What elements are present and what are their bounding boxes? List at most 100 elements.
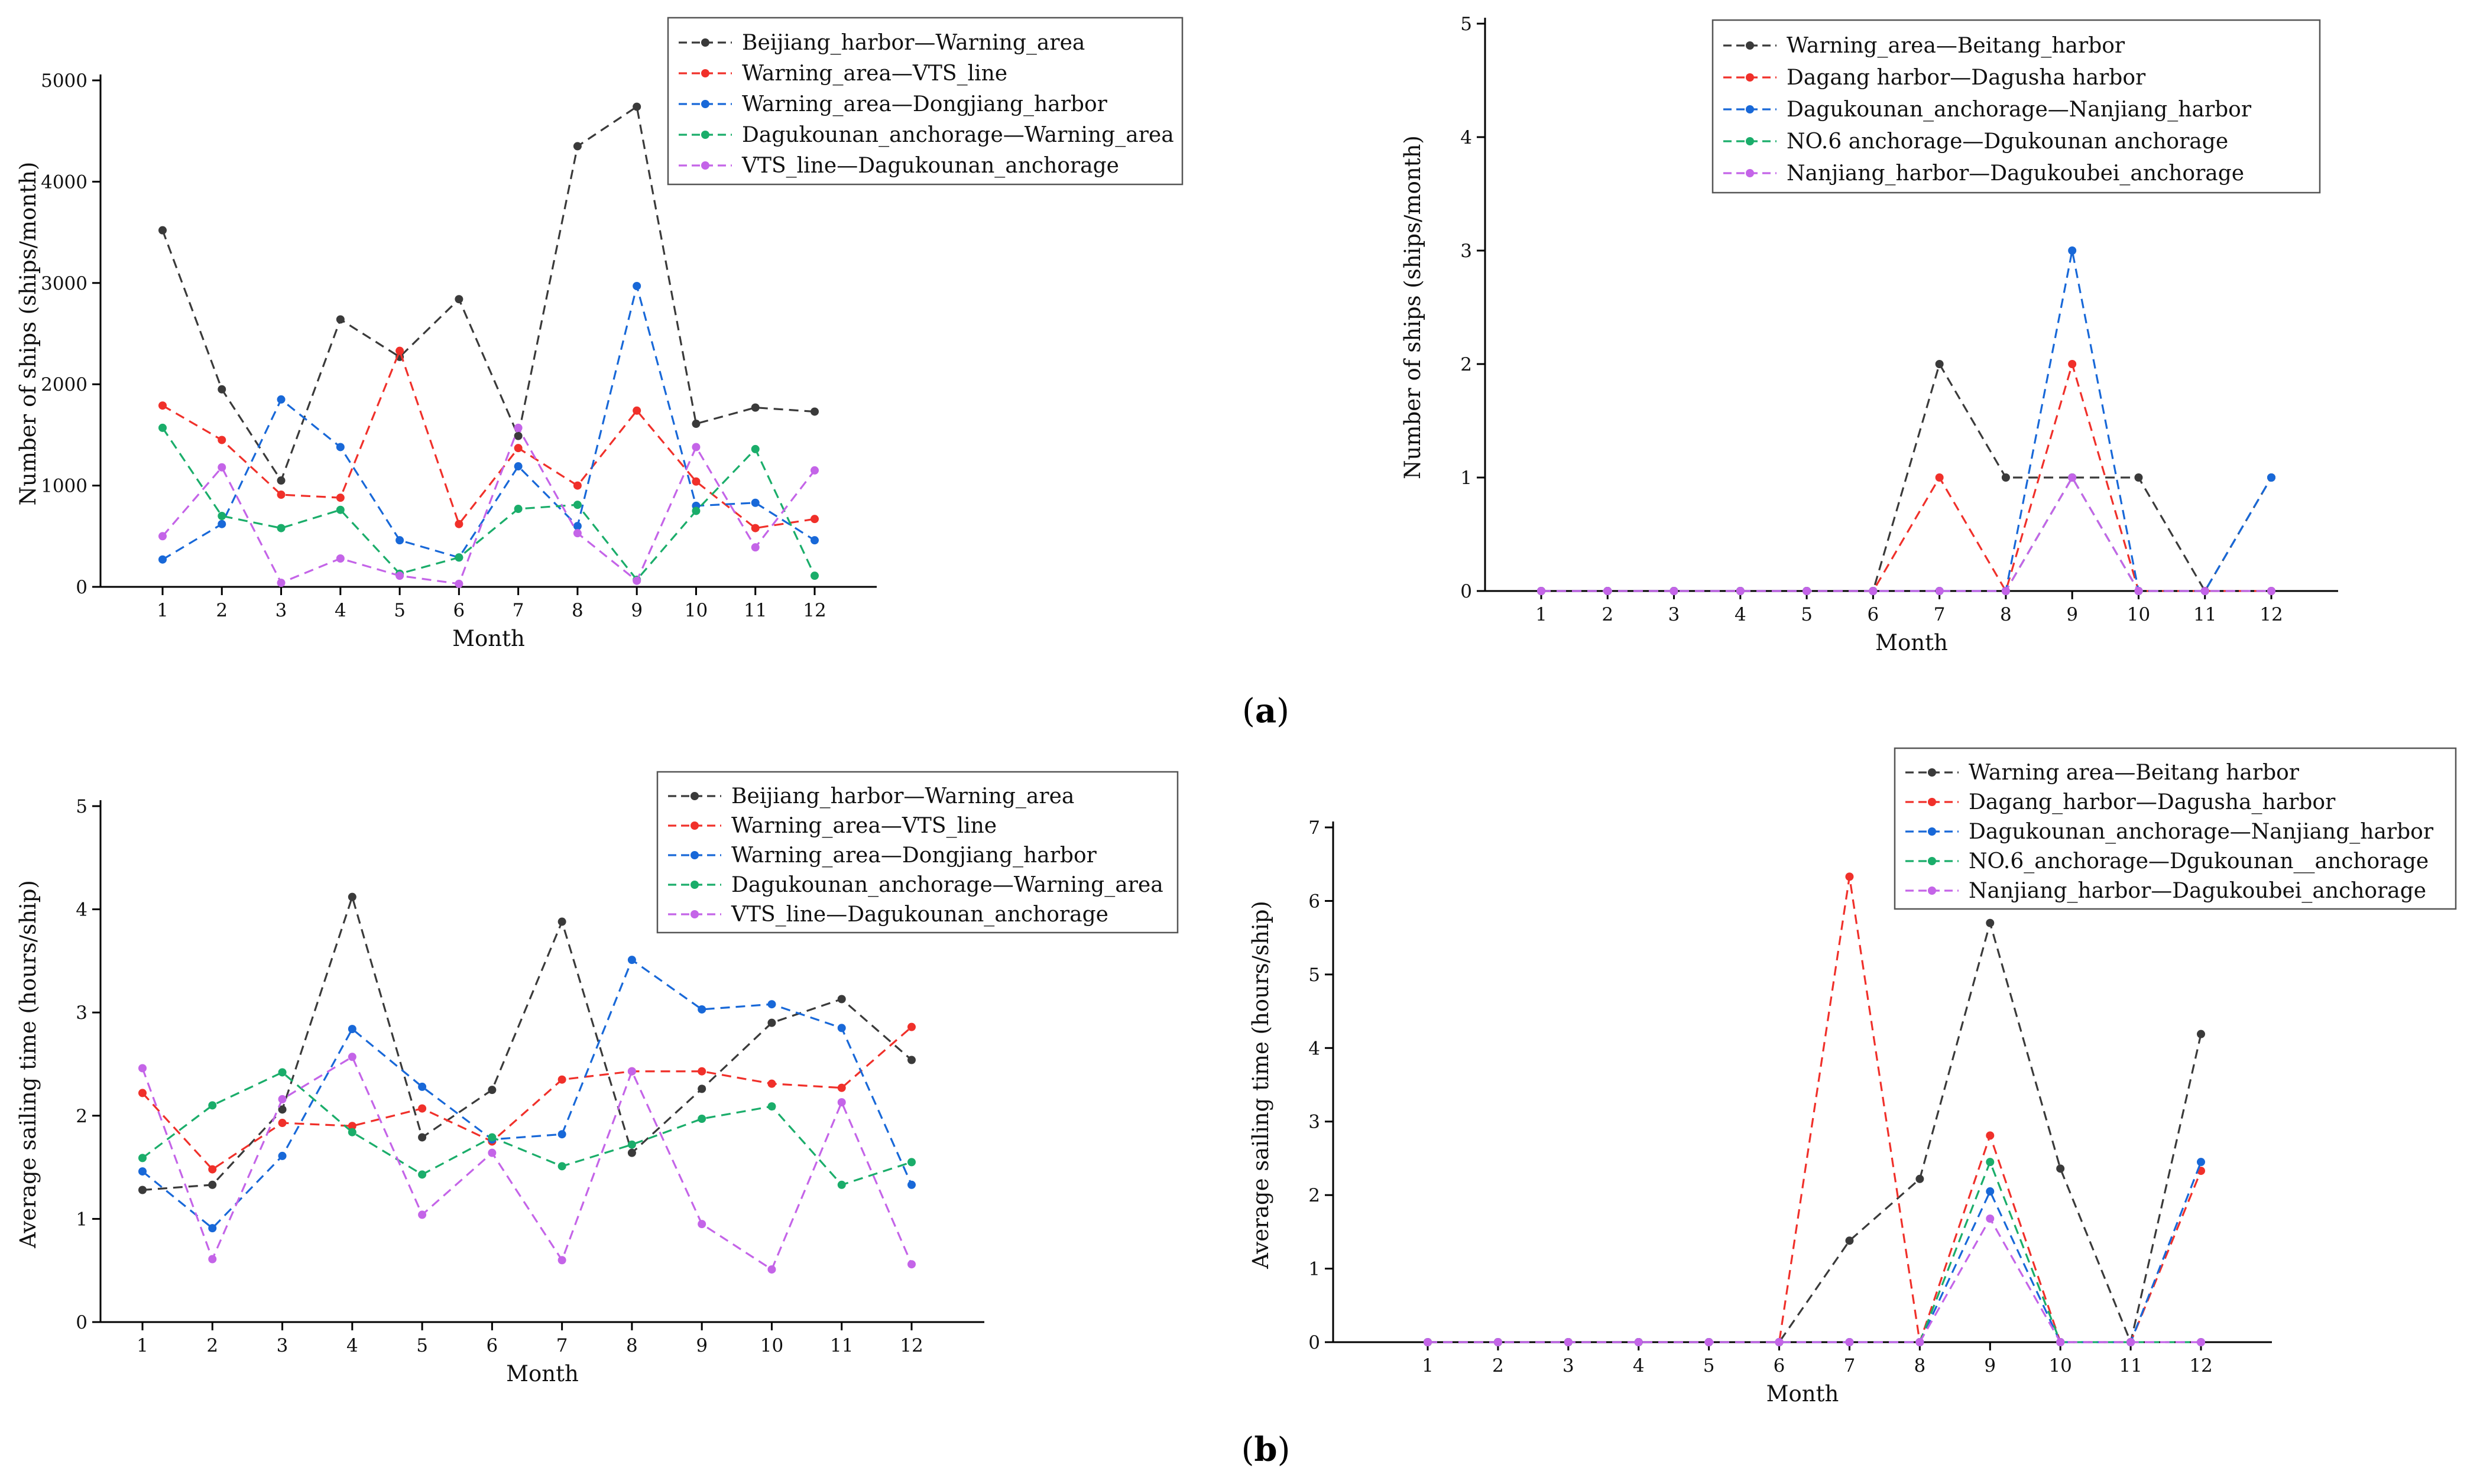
x-tick-label: 2 bbox=[216, 600, 228, 621]
x-tick-label: 8 bbox=[1914, 1355, 1925, 1376]
legend-swatch-marker bbox=[701, 161, 709, 170]
x-tick-label: 4 bbox=[335, 600, 346, 621]
data-point bbox=[2056, 1338, 2065, 1346]
data-point bbox=[2068, 473, 2077, 482]
legend-swatch-marker bbox=[690, 821, 699, 830]
x-axis-label: Month bbox=[506, 1361, 579, 1386]
y-tick-label: 2 bbox=[76, 1106, 87, 1127]
data-point bbox=[514, 444, 523, 453]
x-tick-label: 11 bbox=[744, 600, 767, 621]
data-point bbox=[396, 571, 404, 580]
legend-entry: Nanjiang_harbor—Dagukoubei_anchorage bbox=[1787, 161, 2244, 186]
series-line-3 bbox=[141, 958, 913, 1230]
x-tick-label: 3 bbox=[275, 600, 287, 621]
data-point bbox=[488, 1133, 497, 1142]
panel-label-b-letter: b bbox=[1254, 1430, 1277, 1469]
series-line-3 bbox=[1541, 250, 2273, 592]
legend-swatch-marker bbox=[1928, 857, 1936, 865]
legend-swatch-marker bbox=[690, 792, 699, 800]
data-point bbox=[767, 1265, 776, 1274]
data-point bbox=[1424, 1338, 1432, 1346]
series-line-4 bbox=[142, 1071, 912, 1186]
data-point bbox=[514, 431, 523, 440]
data-point bbox=[837, 1180, 846, 1189]
data-point bbox=[348, 1128, 356, 1136]
y-tick-label: 7 bbox=[1308, 817, 1320, 839]
data-point bbox=[208, 1255, 217, 1264]
data-point bbox=[811, 515, 819, 524]
data-point bbox=[1986, 1131, 1995, 1140]
data-point bbox=[208, 1180, 217, 1189]
panel-label-a-letter: a bbox=[1255, 691, 1276, 730]
data-point bbox=[767, 1018, 776, 1027]
data-point bbox=[573, 529, 582, 538]
series-line-5 bbox=[161, 426, 816, 585]
x-tick-label: 7 bbox=[556, 1335, 568, 1356]
y-tick-label: 1 bbox=[1460, 467, 1472, 489]
y-tick-label: 1 bbox=[76, 1209, 87, 1230]
data-point bbox=[218, 385, 226, 394]
y-axis-label: Average sailing time (hours/ship) bbox=[15, 880, 41, 1249]
data-point bbox=[514, 462, 523, 471]
legend-entry: Dagukounan_anchorage—Nanjiang_harbor bbox=[1787, 98, 2252, 122]
x-tick-label: 6 bbox=[486, 1335, 498, 1356]
data-point bbox=[455, 295, 463, 304]
data-point bbox=[633, 281, 641, 290]
data-point bbox=[573, 481, 582, 490]
legend-entry: VTS_line—Dagukounan_anchorage bbox=[741, 154, 1119, 178]
x-tick-label: 7 bbox=[1934, 604, 1946, 625]
data-point bbox=[692, 420, 701, 428]
data-point bbox=[907, 1022, 916, 1031]
x-tick-label: 10 bbox=[685, 600, 708, 621]
series-line-1 bbox=[1541, 361, 2273, 593]
data-point bbox=[2126, 1338, 2135, 1346]
x-tick-label: 9 bbox=[2066, 604, 2078, 625]
y-tick-label: 2 bbox=[1308, 1185, 1320, 1206]
x-tick-label: 9 bbox=[696, 1335, 708, 1356]
x-tick-label: 2 bbox=[1492, 1355, 1504, 1376]
data-point bbox=[2267, 587, 2275, 595]
data-point bbox=[698, 1084, 706, 1093]
data-point bbox=[514, 423, 523, 432]
series-line-4 bbox=[161, 427, 816, 582]
data-point bbox=[767, 1000, 776, 1009]
data-point bbox=[208, 1224, 217, 1233]
legend-swatch-marker bbox=[1928, 827, 1936, 836]
data-point bbox=[557, 1075, 566, 1084]
data-point bbox=[907, 1260, 916, 1269]
x-tick-label: 4 bbox=[1735, 604, 1746, 625]
data-point bbox=[767, 1079, 776, 1088]
data-point bbox=[1935, 473, 1944, 482]
data-point bbox=[1935, 587, 1944, 595]
data-point bbox=[1986, 1214, 1995, 1223]
x-tick-label: 6 bbox=[1774, 1355, 1785, 1376]
data-point bbox=[2267, 473, 2275, 482]
x-tick-label: 10 bbox=[760, 1335, 783, 1356]
data-point bbox=[698, 1115, 706, 1123]
legend-entry: Warning area—Beitang harbor bbox=[1969, 761, 2300, 785]
data-point bbox=[633, 406, 641, 415]
data-point bbox=[218, 519, 226, 528]
data-point bbox=[218, 512, 226, 521]
data-point bbox=[348, 1053, 356, 1061]
legend-swatch-marker bbox=[1928, 768, 1936, 777]
data-point bbox=[811, 407, 819, 416]
data-point bbox=[514, 505, 523, 514]
data-point bbox=[1986, 918, 1995, 927]
legend-entry: Beijiang_harbor—Warning_area bbox=[731, 784, 1074, 808]
chart-legend: Warning area—Beitang harbor Dagang_harbor… bbox=[1894, 747, 2457, 910]
x-tick-label: 3 bbox=[1562, 1355, 1574, 1376]
y-tick-label: 4 bbox=[1308, 1038, 1320, 1059]
data-point bbox=[573, 501, 582, 509]
x-tick-label: 5 bbox=[416, 1335, 428, 1356]
data-point bbox=[1669, 587, 1678, 595]
data-point bbox=[278, 1095, 287, 1103]
data-point bbox=[1935, 360, 1944, 368]
x-tick-label: 1 bbox=[1535, 604, 1547, 625]
data-point bbox=[751, 524, 760, 532]
data-point bbox=[837, 1098, 846, 1107]
data-point bbox=[1775, 1338, 1784, 1346]
